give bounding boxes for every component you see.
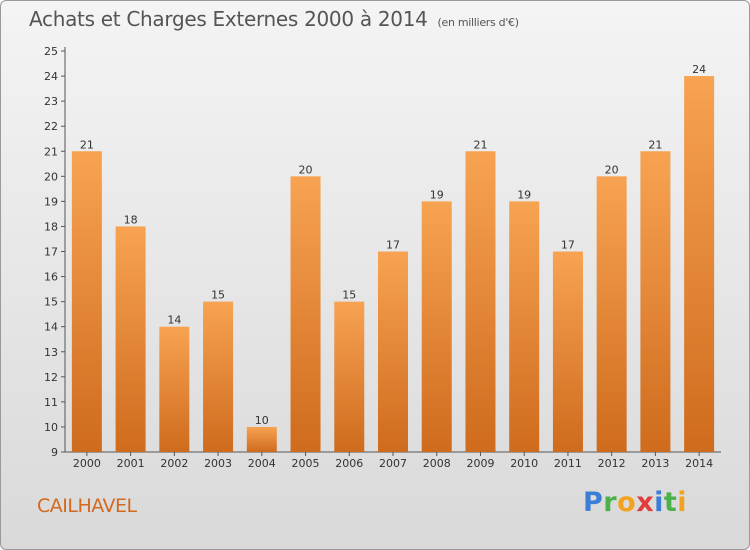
bar xyxy=(378,251,408,452)
y-tick-label: 12 xyxy=(44,371,58,384)
chart-unit: (en milliers d'€) xyxy=(437,16,519,29)
logo-letter: r xyxy=(603,487,618,518)
y-tick-label: 10 xyxy=(44,421,58,434)
y-tick-label: 21 xyxy=(44,145,58,158)
y-tick-label: 18 xyxy=(44,220,58,233)
bar xyxy=(159,326,190,452)
bar-value-label: 10 xyxy=(255,414,269,427)
logo-letter: i xyxy=(677,487,688,518)
bar xyxy=(509,201,540,452)
city-name: CAILHAVEL xyxy=(37,495,137,517)
chart-bars: 21 18 14 15 10 20 15 17 19 21 19 17 20 21 24 xyxy=(71,63,715,452)
bar-value-label: 17 xyxy=(561,239,575,252)
y-tick-label: 24 xyxy=(44,70,58,83)
y-tick-label: 15 xyxy=(44,296,58,309)
chart-axes: 9 10 11 12 13 14 15 16 17 18 19 20 21 22 23 24 25 2000 200… xyxy=(44,45,721,470)
chart-title-text: Achats et Charges Externes 2000 à 2014 xyxy=(29,7,428,31)
y-tick-label: 17 xyxy=(44,246,58,259)
bar xyxy=(246,426,277,452)
y-tick-label: 22 xyxy=(44,120,58,133)
logo-letter: P xyxy=(583,487,604,518)
y-tick-label: 16 xyxy=(44,271,58,284)
chart-title: Achats et Charges Externes 2000 à 2014 (e… xyxy=(29,7,519,31)
x-tick-label: 2013 xyxy=(641,457,669,470)
bar-value-label: 19 xyxy=(430,188,444,201)
bar-value-label: 14 xyxy=(167,314,181,327)
x-tick-label: 2008 xyxy=(423,457,451,470)
logo-letter: t xyxy=(663,487,678,518)
bar-value-label: 19 xyxy=(517,188,531,201)
bar-value-label: 21 xyxy=(473,138,487,151)
logo-letter: x xyxy=(636,487,655,518)
bar-value-label: 20 xyxy=(299,163,313,176)
y-tick-label: 14 xyxy=(44,321,58,334)
x-tick-label: 2010 xyxy=(510,457,538,470)
bar-value-label: 15 xyxy=(342,289,356,302)
x-tick-label: 2012 xyxy=(598,457,626,470)
bar-value-label: 20 xyxy=(605,163,619,176)
bar xyxy=(465,151,496,452)
x-tick-label: 2006 xyxy=(335,457,363,470)
bar xyxy=(203,301,234,452)
y-tick-label: 20 xyxy=(44,170,58,183)
y-tick-label: 19 xyxy=(44,195,58,208)
x-tick-label: 2004 xyxy=(248,457,276,470)
bar xyxy=(640,151,671,452)
bar xyxy=(421,201,452,452)
x-tick-label: 2003 xyxy=(204,457,232,470)
bar-value-label: 21 xyxy=(648,138,662,151)
x-tick-label: 2005 xyxy=(292,457,320,470)
x-tick-label: 2000 xyxy=(73,457,101,470)
bar-value-label: 21 xyxy=(80,138,94,151)
y-tick-label: 23 xyxy=(44,95,58,108)
bar xyxy=(71,151,102,452)
x-tick-label: 2009 xyxy=(466,457,494,470)
x-tick-label: 2007 xyxy=(379,457,407,470)
logo-letter: i xyxy=(654,487,664,518)
proxiti-logo: Proxiti xyxy=(583,487,687,518)
bar-value-label: 18 xyxy=(124,213,138,226)
y-tick-label: 11 xyxy=(44,396,58,409)
x-tick-label: 2014 xyxy=(685,457,713,470)
bar xyxy=(115,226,146,452)
bar-value-label: 15 xyxy=(211,289,225,302)
bar-value-label: 24 xyxy=(692,63,706,76)
bar xyxy=(684,76,715,452)
bar xyxy=(596,176,627,452)
y-tick-label: 9 xyxy=(51,446,58,459)
y-tick-label: 25 xyxy=(44,45,58,58)
bar-value-label: 17 xyxy=(386,239,400,252)
logo-letter: o xyxy=(617,487,637,518)
bar xyxy=(334,301,365,452)
bar xyxy=(290,176,321,452)
x-tick-label: 2001 xyxy=(117,457,145,470)
x-tick-label: 2002 xyxy=(160,457,188,470)
y-tick-label: 13 xyxy=(44,346,58,359)
bar xyxy=(552,251,583,452)
x-tick-label: 2011 xyxy=(554,457,582,470)
